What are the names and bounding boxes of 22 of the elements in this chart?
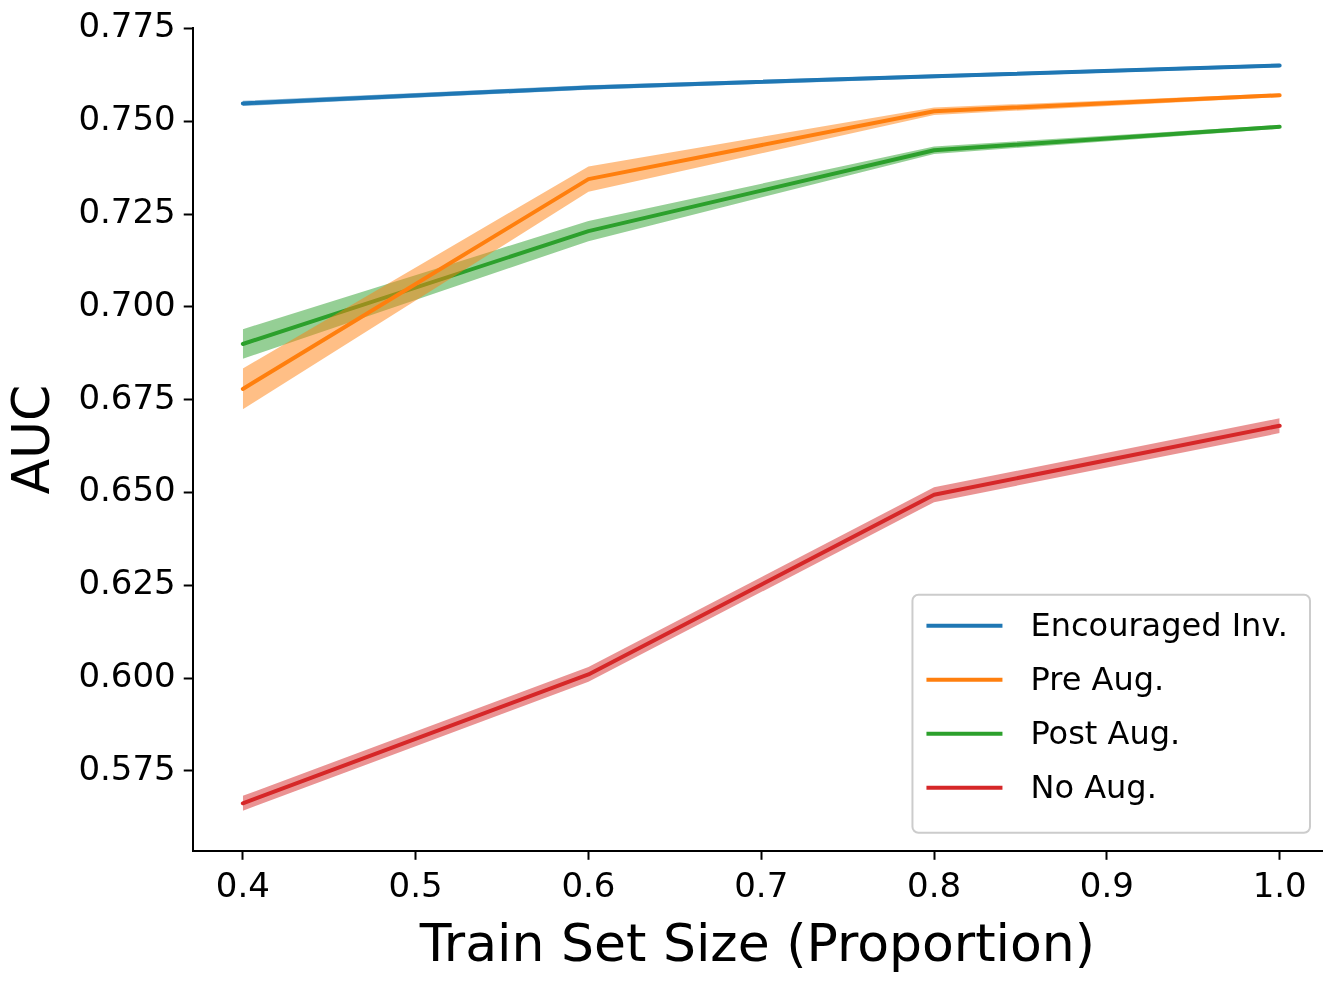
x-tick-label: 0.4	[215, 865, 270, 906]
y-tick-label: 0.700	[78, 283, 176, 324]
x-tick-label: 0.9	[1079, 865, 1134, 906]
y-tick-label: 0.725	[78, 190, 176, 231]
x-tick-label: 1.0	[1252, 865, 1307, 906]
y-tick-label: 0.775	[78, 5, 176, 46]
x-axis-title: Train Set Size (Proportion)	[418, 913, 1096, 974]
y-tick-label: 0.750	[78, 98, 176, 139]
y-tick-label: 0.625	[78, 562, 176, 603]
y-tick-label: 0.675	[78, 376, 176, 417]
x-tick-label: 0.5	[388, 865, 443, 906]
x-tick-label: 0.8	[907, 865, 962, 906]
x-tick-label: 0.6	[561, 865, 616, 906]
y-tick-label: 0.575	[78, 747, 176, 788]
legend-label: Pre Aug.	[1030, 660, 1165, 699]
x-tick-label: 0.7	[734, 865, 789, 906]
y-axis-title: AUC	[0, 384, 61, 495]
legend-label: Encouraged Inv.	[1030, 606, 1288, 645]
y-tick-label: 0.600	[78, 654, 176, 695]
legend-label: Post Aug.	[1030, 714, 1181, 753]
y-tick-label: 0.650	[78, 469, 176, 510]
legend-label: No Aug.	[1030, 768, 1157, 807]
